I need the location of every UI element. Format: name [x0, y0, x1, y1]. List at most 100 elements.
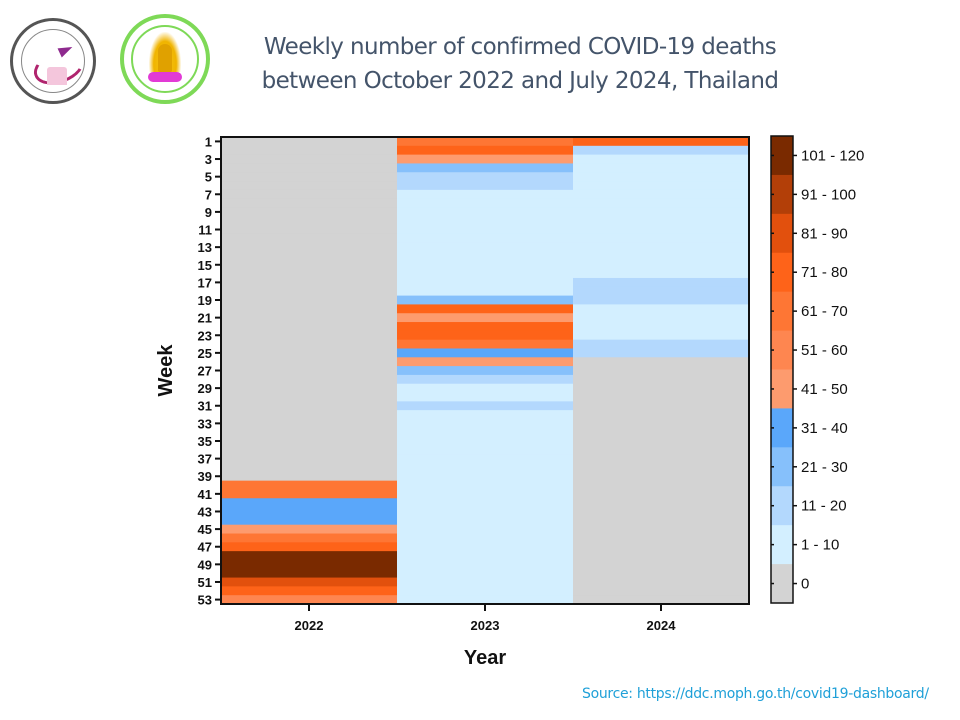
heatmap-cell	[397, 383, 574, 394]
heatmap-cell	[573, 339, 750, 350]
heatmap-cell	[397, 251, 574, 261]
color-legend: 101 - 120 91 - 100 81 - 90 71 - 80 61 - 70 51…	[770, 135, 864, 604]
heatmap-cell	[397, 269, 574, 279]
heatmap-cell	[397, 445, 574, 455]
heatmap-cell	[573, 145, 750, 156]
logo-ring	[131, 25, 199, 93]
heatmap-cell	[221, 392, 398, 402]
y-tick-label: 45	[198, 522, 212, 537]
heatmap-cell	[573, 480, 750, 491]
y-tick-label: 3	[205, 152, 212, 167]
legend-swatch	[771, 525, 793, 565]
heatmap-cell	[397, 515, 574, 526]
legend-label: 11 - 20	[801, 498, 847, 515]
heatmap-cell	[221, 524, 398, 535]
heatmap-cell	[573, 463, 750, 473]
heatmap-cell	[573, 304, 750, 314]
legend-label: 81 - 90	[801, 225, 848, 242]
heatmap-cell	[221, 577, 398, 587]
heatmap-cell	[573, 330, 750, 341]
legend-label: 91 - 100	[801, 186, 856, 203]
y-tick-label: 29	[198, 381, 212, 396]
heatmap-cell	[397, 577, 574, 587]
heatmap-cell	[573, 348, 750, 358]
heatmap-cell	[221, 436, 398, 446]
heatmap-cell	[221, 427, 398, 438]
heatmap-cell	[221, 507, 398, 517]
clinical-virology-logo	[10, 18, 96, 104]
heatmap-cell	[573, 260, 750, 270]
heatmap-cell	[397, 542, 574, 552]
heatmap-cell	[397, 339, 574, 350]
heatmap-cell	[221, 595, 398, 605]
logo-building-icon	[47, 67, 67, 85]
legend-label: 61 - 70	[801, 303, 848, 320]
heatmap-cell	[221, 586, 398, 596]
heatmap-cell	[221, 410, 398, 420]
legend-swatch	[771, 136, 793, 176]
heatmap-cell	[573, 401, 750, 411]
heatmap-cell	[573, 568, 750, 579]
heatmap-cell	[397, 225, 574, 235]
heatmap-cell	[397, 568, 574, 579]
heatmap-cell	[397, 322, 574, 332]
heatmap-cell	[573, 542, 750, 552]
legend-label: 21 - 30	[801, 459, 848, 476]
y-tick-label: 31	[198, 399, 212, 414]
heatmap-cell	[221, 154, 398, 165]
heatmap-cell	[221, 463, 398, 473]
heatmap-cell	[573, 269, 750, 279]
heatmap-cell	[573, 154, 750, 165]
legend-swatch	[771, 408, 793, 448]
x-tick-label: 2024	[647, 618, 677, 633]
heatmap-cell	[221, 225, 398, 235]
heatmap-cell	[221, 559, 398, 570]
heatmap-cell	[573, 471, 750, 482]
legend-swatch	[771, 252, 793, 293]
heatmap-cell	[573, 277, 750, 288]
y-tick-label: 1	[205, 134, 212, 149]
heatmap-cell	[221, 418, 398, 429]
heatmap-cell	[221, 357, 398, 367]
y-tick-label: 37	[198, 452, 212, 467]
heatmap-cell	[397, 304, 574, 314]
heatmap-cell	[573, 418, 750, 429]
heatmap-cell	[397, 216, 574, 226]
heatmap-cell	[397, 436, 574, 446]
x-axis-title: Year	[464, 647, 506, 669]
y-tick-label: 51	[198, 575, 212, 590]
heatmap-cell	[573, 163, 750, 173]
heatmap-cell	[573, 216, 750, 226]
y-tick-label: 23	[198, 328, 212, 343]
source-link[interactable]: Source: https://ddc.moph.go.th/covid19-d…	[582, 686, 929, 702]
heatmap-cell	[397, 154, 574, 165]
heatmap-cell	[221, 313, 398, 323]
heatmap-cell	[573, 559, 750, 570]
heatmap-cell	[397, 145, 574, 156]
heatmap-cell	[221, 348, 398, 358]
logo-ring	[21, 29, 85, 93]
heatmap-cell	[397, 524, 574, 535]
chulalongkorn-medicine-logo	[120, 14, 210, 104]
y-tick-label: 11	[198, 223, 212, 238]
y-tick-label: 5	[205, 170, 212, 185]
heatmap-cell	[221, 269, 398, 279]
heatmap-cell	[397, 480, 574, 491]
heatmap-cell	[397, 198, 574, 209]
heatmap-cell	[221, 471, 398, 482]
heatmap-cell	[573, 445, 750, 455]
heatmap-cell	[397, 207, 574, 217]
heatmap-cell	[573, 172, 750, 182]
heatmap-cell	[573, 181, 750, 191]
heatmap-cell	[221, 480, 398, 491]
legend-swatch	[771, 291, 793, 332]
heatmap-cell	[221, 374, 398, 385]
heatmap-cell	[397, 172, 574, 182]
heatmap-cell	[221, 172, 398, 182]
heatmap-cell	[397, 401, 574, 411]
heatmap-cell	[397, 418, 574, 429]
legend-label: 51 - 60	[801, 342, 848, 359]
heatmap-cell	[397, 471, 574, 482]
heatmap-cell	[573, 233, 750, 244]
heatmap-cell	[573, 577, 750, 587]
